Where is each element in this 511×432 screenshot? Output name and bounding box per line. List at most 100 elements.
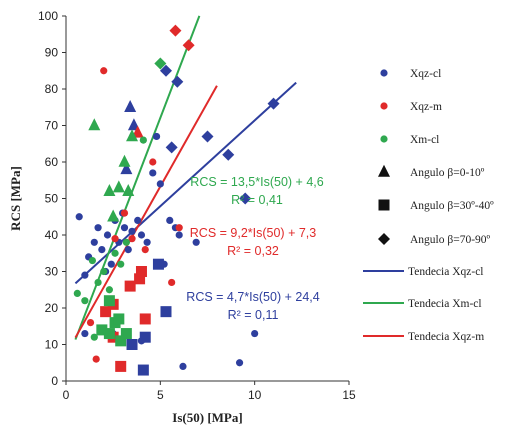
legend-item: Xqz-m (380, 101, 442, 113)
data-point-xqz-cl-34 (165, 141, 178, 154)
data-point-xqz-cl-41 (120, 162, 133, 175)
equation-label-3: RCS = 4,7*Is(50) + 24,4 (186, 290, 319, 304)
data-point-xqz-cl-20 (156, 180, 164, 188)
data-point-xqz-cl-0 (75, 213, 83, 221)
x-tick-label: 15 (342, 388, 356, 402)
y-axis-title: RCS [MPa] (8, 166, 23, 231)
data-point-xqz-cl-19 (152, 132, 161, 141)
legend-label: Tendecia Xqz-m (408, 331, 484, 343)
data-point-xqz-cl-45 (139, 331, 151, 343)
data-point-xqz-m-15 (124, 280, 136, 292)
data-point-xqz-cl-16 (137, 231, 146, 239)
equation-label-2: RCS = 9,2*Is(50) + 7,3 (190, 226, 317, 240)
legend-item: Tendecia Xqz-cl (363, 266, 484, 278)
data-point-xm-cl-12 (88, 118, 101, 131)
data-point-xm-cl-20 (103, 295, 115, 307)
data-point-xqz-cl-25 (179, 362, 187, 370)
y-tick-label: 0 (51, 374, 58, 388)
data-point-xqz-cl-5 (98, 246, 106, 254)
y-tick-label: 30 (45, 265, 59, 279)
data-point-xm-cl-8 (122, 238, 130, 246)
data-point-xqz-cl-44 (126, 339, 138, 350)
data-point-xm-cl-16 (122, 184, 135, 196)
y-tick-label: 60 (45, 155, 59, 169)
data-point-xqz-cl-31 (81, 329, 89, 338)
legend-marker-circle (380, 69, 388, 77)
trendline-1 (74, 81, 297, 285)
data-point-xqz-m-4 (120, 209, 129, 217)
data-point-xqz-cl-37 (239, 192, 252, 205)
data-point-xqz-m-2 (100, 67, 108, 75)
data-point-xm-cl-7 (117, 260, 125, 268)
legend-item: Angulo β=70-90º (378, 233, 491, 246)
data-point-xqz-m-9 (175, 224, 183, 232)
data-point-xm-cl-19 (96, 324, 108, 336)
y-tick-label: 10 (45, 338, 59, 352)
data-point-xqz-cl-38 (267, 97, 280, 110)
trendline-2 (74, 15, 201, 340)
trendline-3 (74, 85, 218, 339)
legend-label: Xm-cl (410, 134, 439, 146)
legend-label: Angulo β=0-10º (410, 167, 485, 179)
data-point-xqz-m-18 (139, 313, 151, 325)
trendlines (74, 15, 297, 340)
data-point-xm-cl-25 (103, 328, 115, 340)
data-point-xqz-cl-7 (103, 231, 112, 239)
legend-marker-circle (380, 135, 388, 143)
legend-item: Xm-cl (380, 134, 439, 146)
data-point-xqz-m-13 (100, 306, 112, 318)
data-point-xqz-cl-27 (235, 359, 244, 367)
data-point-xqz-cl-17 (143, 238, 151, 246)
data-point-xqz-m-7 (149, 158, 157, 166)
data-point-xqz-cl-8 (107, 260, 115, 268)
data-point-xm-cl-11 (154, 57, 167, 70)
data-point-xqz-cl-46 (137, 364, 149, 376)
data-point-xm-cl-15 (118, 154, 131, 167)
legend-item: Tendecia Xm-cl (363, 298, 482, 310)
legend-marker-circle (380, 102, 388, 110)
data-point-xqz-cl-22 (166, 216, 174, 224)
data-point-xqz-cl-43 (160, 306, 172, 318)
legend-marker-square (378, 199, 390, 211)
data-point-xqz-m-10 (169, 24, 182, 37)
data-point-xqz-cl-13 (124, 246, 132, 254)
data-point-xqz-cl-1 (81, 271, 89, 279)
data-points (73, 24, 280, 376)
data-point-xm-cl-4 (100, 267, 108, 276)
legend-label: Angulo β=70-90º (410, 234, 491, 246)
data-point-xm-cl-6 (111, 249, 119, 257)
data-point-xqz-m-19 (115, 360, 127, 372)
legend-label: Tendecia Xm-cl (408, 298, 482, 310)
equation-label-1: RCS = 13,5*Is(50) + 4,6 (190, 175, 323, 189)
data-point-xqz-cl-24 (175, 231, 183, 239)
legend-item: Angulo β=30º-40º (378, 199, 494, 212)
data-point-xqz-m-16 (134, 273, 146, 285)
y-tick-label: 90 (45, 46, 59, 60)
data-point-xqz-cl-33 (171, 75, 184, 88)
x-tick-label: 5 (157, 388, 164, 402)
y-tick-label: 50 (45, 192, 59, 206)
data-point-xm-cl-9 (90, 333, 98, 341)
legend: Xqz-cl Xqz-m Xm-cl Angulo β=0-10º Angulo β=3… (363, 68, 494, 343)
legend-label: Angulo β=30º-40º (410, 200, 494, 212)
data-point-xm-cl-10 (139, 136, 147, 144)
data-point-xm-cl-18 (107, 209, 120, 222)
data-point-xqz-m-3 (111, 235, 119, 243)
legend-label: Xqz-m (410, 101, 442, 113)
axes: 0 5 10 15 0 10 20 30 40 50 60 70 80 90 100 (38, 9, 356, 402)
plot-area: RCS = 13,5*Is(50) + 4,6 R² = 0,41 RCS = 9,… (38, 9, 356, 402)
data-point-xm-cl-24 (120, 328, 132, 340)
data-point-xm-cl-5 (105, 286, 113, 294)
data-point-xm-cl-3 (94, 278, 102, 287)
data-point-xqz-cl-36 (222, 148, 235, 161)
data-point-xm-cl-1 (81, 297, 89, 305)
equation-annotations: RCS = 13,5*Is(50) + 4,6 R² = 0,41 RCS = 9,… (186, 175, 323, 322)
r2-label-2: R² = 0,32 (227, 244, 279, 258)
legend-label: Xqz-cl (410, 68, 441, 80)
y-tick-label: 40 (45, 228, 59, 242)
data-point-xqz-cl-12 (120, 224, 129, 232)
data-point-xm-cl-17 (126, 129, 139, 142)
y-tick-label: 80 (45, 82, 59, 96)
legend-marker-diamond (378, 233, 390, 245)
